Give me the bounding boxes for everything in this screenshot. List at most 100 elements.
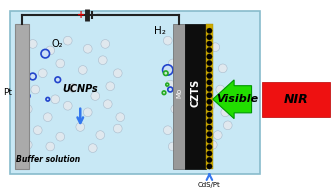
Circle shape [213,131,222,139]
Circle shape [211,43,220,52]
Circle shape [207,60,212,66]
Circle shape [78,66,87,74]
Circle shape [207,157,212,163]
Circle shape [24,105,32,113]
Circle shape [168,59,177,68]
Circle shape [178,44,187,53]
Circle shape [216,85,225,94]
Circle shape [207,112,212,117]
Text: Buffer solution: Buffer solution [16,156,80,164]
Circle shape [223,121,232,130]
Circle shape [33,126,42,135]
Circle shape [207,67,212,72]
Circle shape [24,140,32,149]
Text: CZTS: CZTS [191,79,200,107]
Bar [206,24,213,169]
Bar [173,24,185,169]
Circle shape [208,140,217,149]
Circle shape [41,49,49,58]
Circle shape [207,138,212,143]
Bar [185,24,206,169]
Circle shape [26,94,30,98]
Circle shape [201,79,210,87]
Circle shape [207,164,212,169]
Circle shape [187,65,194,72]
Circle shape [64,101,72,110]
Circle shape [46,98,50,101]
Circle shape [207,47,212,53]
Circle shape [96,131,104,139]
Circle shape [29,73,36,80]
Circle shape [43,113,52,122]
Circle shape [207,144,212,150]
Circle shape [221,108,229,117]
Text: CdS/Pt: CdS/Pt [198,182,221,188]
Circle shape [207,105,212,111]
Circle shape [183,88,192,97]
Circle shape [166,80,175,89]
Circle shape [114,124,122,133]
Circle shape [207,99,212,105]
Circle shape [207,151,212,156]
Text: -: - [95,10,100,20]
Circle shape [163,65,173,75]
Circle shape [186,67,195,76]
Circle shape [98,56,107,65]
Circle shape [203,56,212,65]
Circle shape [207,119,212,124]
Text: Pt: Pt [3,88,12,97]
Circle shape [83,108,92,117]
Circle shape [207,28,212,33]
Circle shape [103,100,112,108]
Circle shape [199,123,207,131]
Text: O₂: O₂ [51,39,63,49]
Circle shape [101,40,110,48]
Bar [262,82,330,117]
Circle shape [164,71,168,75]
Circle shape [188,113,197,122]
Text: H₂: H₂ [154,26,166,36]
Text: Mo: Mo [176,88,182,98]
Circle shape [207,73,212,79]
Text: NIR: NIR [284,93,308,106]
Circle shape [163,126,172,135]
Circle shape [88,144,97,153]
Circle shape [38,69,47,77]
Circle shape [46,46,55,55]
Circle shape [171,105,180,113]
Circle shape [207,125,212,130]
Circle shape [114,69,122,77]
Circle shape [106,82,115,91]
Circle shape [56,59,65,68]
Circle shape [55,77,60,83]
Circle shape [206,101,215,110]
Circle shape [116,113,125,122]
FancyArrow shape [213,80,252,119]
Circle shape [56,132,65,141]
Circle shape [76,123,85,131]
Circle shape [51,95,59,104]
Circle shape [207,54,212,59]
Circle shape [181,132,190,141]
Circle shape [188,144,197,153]
Circle shape [218,64,227,73]
Text: UCNPs: UCNPs [62,84,98,94]
Circle shape [176,49,184,58]
Circle shape [207,93,212,98]
Text: +: + [77,10,85,20]
Circle shape [196,36,205,45]
Circle shape [69,84,77,92]
Circle shape [207,86,212,92]
Circle shape [168,87,173,92]
Circle shape [83,44,92,53]
Circle shape [163,36,172,45]
Circle shape [91,92,100,100]
Circle shape [46,142,55,151]
Circle shape [207,34,212,40]
Circle shape [162,91,166,94]
Circle shape [64,36,72,45]
Circle shape [31,85,40,94]
Circle shape [168,142,177,151]
Circle shape [207,131,212,137]
Bar [10,11,260,174]
